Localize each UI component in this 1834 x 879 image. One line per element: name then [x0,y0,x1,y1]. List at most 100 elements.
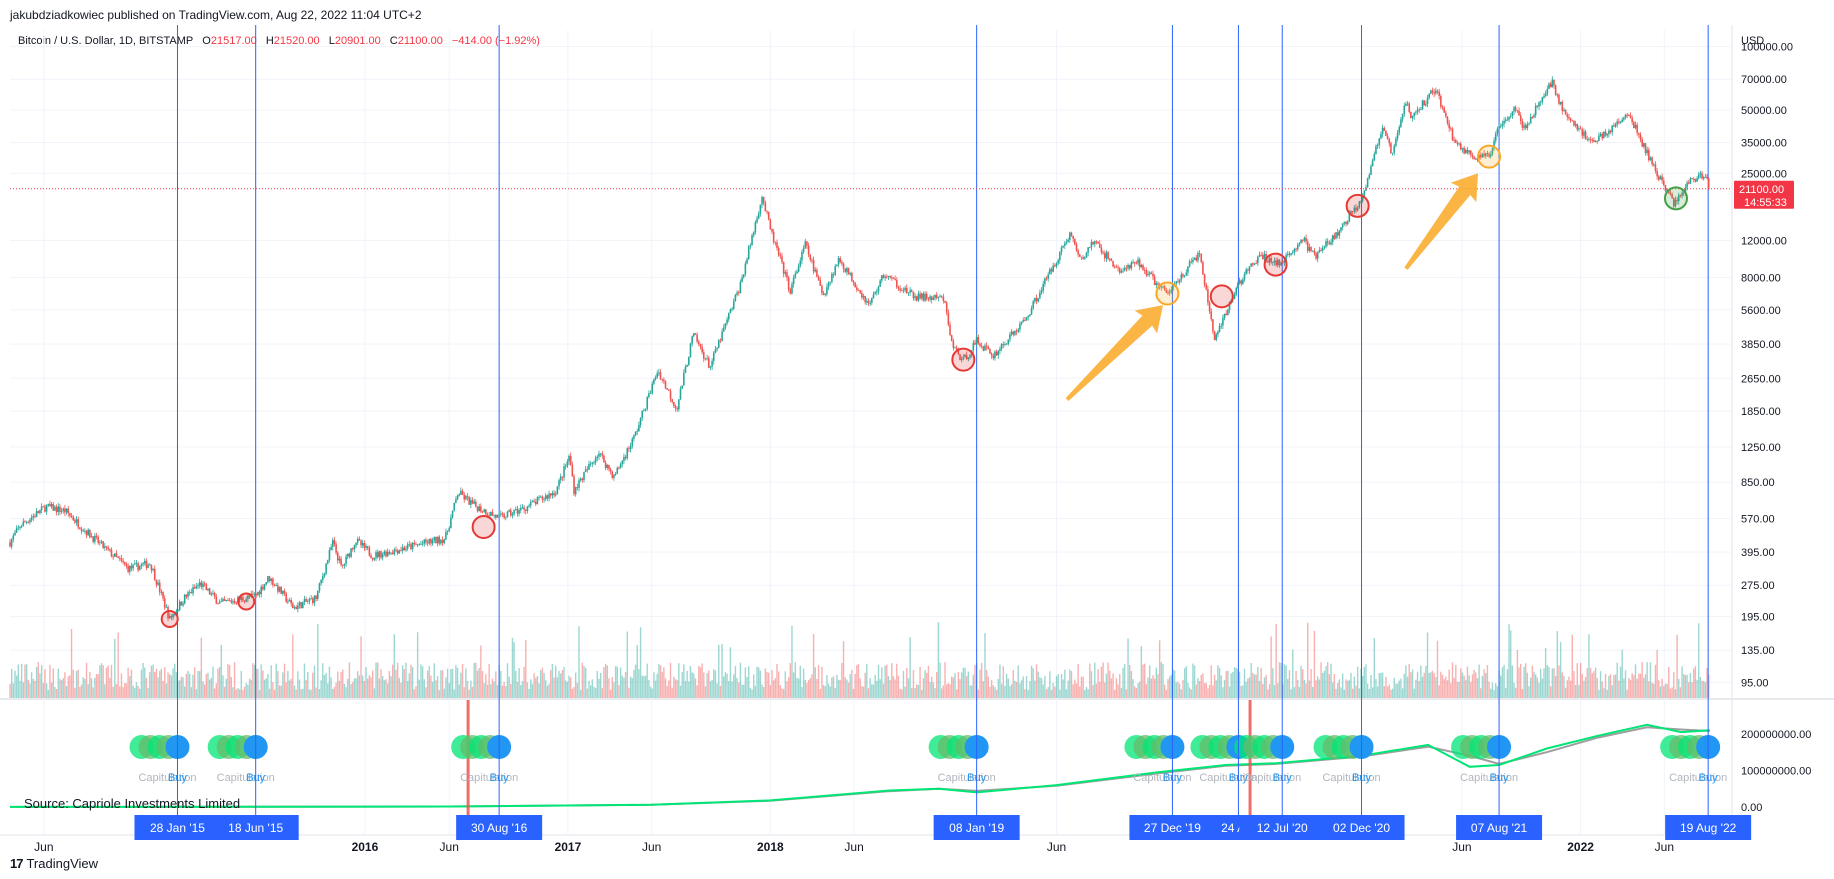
volume-bar [405,662,407,698]
marker-circle-red [471,515,496,540]
candle-body [152,568,154,571]
candle-body [591,462,594,464]
volume-bar [917,684,920,698]
volume-bar [678,663,680,698]
candle-body [514,508,517,510]
candle-body [564,466,567,467]
candle-body [1220,325,1223,327]
volume-bar [1533,671,1535,698]
candle-body [1210,311,1213,320]
candle-body [180,601,183,606]
candle-body [478,506,480,512]
volume-bar [1693,668,1695,698]
candle-body [195,586,198,589]
volume-bar [1643,677,1645,698]
volume-bar [669,662,672,698]
candle-body [451,510,454,518]
volume-bar [857,663,860,698]
volume-bar [581,662,584,698]
candle-body [1015,330,1018,332]
volume-bar [1651,682,1653,698]
volume-bar [658,664,660,698]
candle-body [1032,301,1035,309]
volume-bar [386,683,389,698]
volume-bar [1082,676,1084,698]
candle-body [1586,138,1589,140]
candle-body [1049,269,1051,275]
volume-bar [1160,662,1163,698]
candle-body [822,292,825,295]
volume-bar [1471,674,1474,698]
candle-body [232,601,234,603]
volume-bar [1350,672,1352,698]
candle-body [1103,253,1106,259]
capitulation-label: Capitulation [138,772,196,784]
volume-bar [342,669,344,698]
candle-body [1328,243,1331,245]
candle-body [167,607,169,619]
candle-body [569,455,572,465]
candle-body [486,514,489,516]
volume-bar [54,686,56,698]
volume-bar [849,674,851,698]
volume-bar [518,668,520,698]
candle-body [175,611,178,614]
candle-body [1396,132,1399,139]
volume-bar [989,686,991,698]
candle-body [669,390,672,400]
volume-bars [9,622,1710,698]
symbol-legend[interactable]: Bitcoin / U.S. Dollar, 1D, BITSTAMP O215… [18,35,540,47]
volume-bar [1247,678,1249,698]
candle-body [1360,200,1362,202]
volume-bar [1578,684,1580,698]
volume-bar [147,688,149,698]
candle-body [806,241,808,246]
volume-bar [836,674,838,698]
candle-body [293,607,296,609]
volume-bar [957,672,960,698]
candle-body [49,503,51,507]
volume-bar [1137,683,1139,698]
marker-circle-red [951,347,976,372]
volume-bar [914,687,916,698]
candle-body [1478,154,1480,159]
time-axis[interactable]: Jun 2016 Jun 2017 Jun 2018 Jun Jun Jun 2022 Jun28 … [34,815,1752,854]
candle-body [205,584,208,591]
volume-bar [1012,670,1014,698]
volume-bar [872,684,875,698]
candle-body [792,277,795,285]
tradingview-logo[interactable]: 17 TradingView [10,856,98,871]
volume-bar [140,669,143,698]
candle-body [752,232,755,236]
candle-body [1626,114,1628,116]
price-axis[interactable]: 100000.0070000.0050000.0035000.0025000.0… [1734,42,1794,690]
candle-body [867,300,870,304]
candle-body [140,564,143,566]
candle-body [178,601,181,610]
candle-body [1153,276,1156,286]
candle-body [1193,257,1196,260]
volume-bar [1569,680,1572,698]
volume-bar [523,666,525,698]
volume-bar [471,686,474,698]
date-tag-label: 27 Dec '19 [1144,821,1201,835]
candle-body [851,272,853,282]
volume-bar [683,664,685,698]
volume-bar [852,688,855,698]
capitulation-label: Capitulation [1460,772,1518,784]
candle-body [1203,274,1206,285]
candle-body [1633,122,1635,128]
candle-body [601,453,604,456]
volume-bar [117,632,119,698]
candle-body [962,357,965,359]
price-tick-label: 100000.00 [1741,42,1793,54]
candle-body [446,531,449,533]
volume-bar [74,687,76,698]
volume-bar [614,666,617,698]
candle-body [1054,265,1056,267]
volume-bar [982,681,985,698]
volume-bar [1553,668,1555,698]
